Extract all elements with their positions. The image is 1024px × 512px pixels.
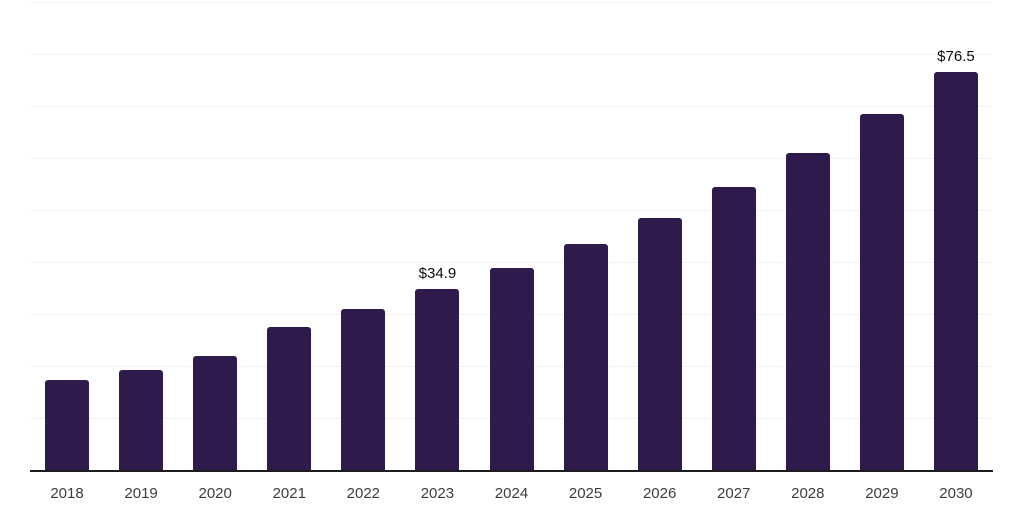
bar-2028	[785, 152, 830, 470]
bar-2030	[933, 72, 978, 470]
x-tick-2018: 2018	[50, 485, 84, 502]
x-tick-2022: 2022	[346, 485, 381, 502]
gridline-70	[30, 106, 993, 107]
bar-2029	[859, 114, 904, 470]
x-tick-2024: 2024	[494, 485, 529, 502]
x-tick-2027: 2027	[717, 485, 751, 502]
gridline-90	[30, 2, 993, 3]
value-label-2030: $76.5	[937, 48, 975, 66]
bar-2023	[415, 288, 460, 470]
gridline-80	[30, 54, 993, 55]
x-tick-2020: 2020	[198, 485, 232, 502]
bar-2024	[489, 267, 534, 470]
bar-2018	[45, 380, 90, 470]
x-tick-2025: 2025	[568, 485, 603, 502]
bar-2026	[637, 217, 682, 470]
bar-2019	[119, 370, 164, 470]
bar-2021	[267, 327, 312, 470]
x-tick-2023: 2023	[420, 485, 455, 502]
bar-2025	[563, 244, 608, 470]
x-tick-2029: 2029	[865, 485, 899, 502]
x-tick-2026: 2026	[642, 485, 677, 502]
gridline-50	[30, 210, 993, 211]
gridline-40	[30, 262, 993, 263]
x-tick-2021: 2021	[272, 485, 306, 502]
plot-area: $34.9 $76.5	[30, 2, 993, 470]
gridline-60	[30, 158, 993, 159]
x-tick-2030: 2030	[939, 485, 973, 502]
value-label-2023: $34.9	[418, 264, 457, 282]
x-axis-line	[30, 470, 993, 472]
bar-2020	[193, 355, 238, 470]
bar-2027	[711, 186, 756, 470]
x-tick-2019: 2019	[124, 485, 158, 502]
x-tick-2028: 2028	[791, 485, 825, 502]
bar-2022	[341, 309, 386, 470]
